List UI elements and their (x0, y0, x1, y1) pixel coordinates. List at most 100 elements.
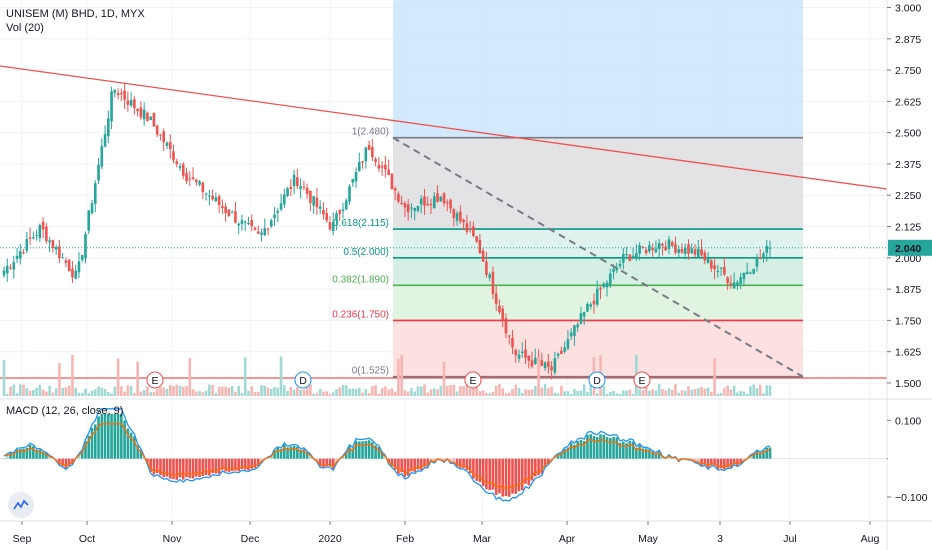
volume-bar (700, 387, 703, 396)
volume-bar (410, 388, 413, 396)
volume-bar (582, 384, 586, 396)
macd-histogram-bar (318, 458, 322, 467)
volume-bar (25, 388, 29, 396)
candle-body (625, 254, 628, 256)
volume-bar (129, 386, 133, 396)
volume-bar (100, 387, 104, 396)
volume-bar (406, 391, 410, 396)
candle-body (172, 151, 175, 161)
candle-body (364, 147, 368, 162)
macd-histogram-bar (253, 458, 257, 469)
volume-bar (12, 384, 16, 396)
candle-body (159, 134, 162, 136)
volume-bar (165, 388, 169, 396)
macd-histogram-bar (217, 458, 221, 474)
candle-body (703, 252, 707, 261)
macd-histogram-bar (25, 447, 29, 459)
volume-bar (706, 387, 710, 396)
candle-body (18, 251, 22, 259)
volume-bar (185, 385, 188, 396)
candle-body (41, 221, 45, 230)
macd-histogram-bar (305, 451, 309, 459)
macd-histogram-bar (501, 458, 505, 497)
volume-bar (442, 361, 446, 396)
candle-body (155, 125, 159, 135)
candle-body (664, 246, 667, 251)
macd-axis: 0.1000.000−0.100 (887, 415, 932, 504)
candle-body (260, 232, 263, 235)
volume-bar (436, 389, 439, 396)
candle-body (732, 282, 736, 289)
macd-histogram-bar (638, 445, 641, 459)
time-axis-label: Nov (163, 533, 182, 545)
macd-indicator-label[interactable]: MACD (12, 26, close, 9) (6, 405, 124, 417)
macd-histogram-bar (188, 458, 192, 479)
macd-histogram-bar (599, 434, 602, 459)
volume-bar (211, 384, 214, 396)
macd-histogram-bar (227, 458, 231, 473)
macd-histogram-bar (175, 458, 179, 480)
volume-bar (5, 393, 9, 396)
volume-bar (710, 391, 713, 396)
macd-histogram-bar (612, 437, 615, 459)
macd-histogram-bar (573, 444, 576, 459)
macd-histogram-bar (208, 458, 211, 476)
candle-body (534, 357, 537, 364)
candle-body (442, 193, 446, 204)
macd-histogram-bar (357, 441, 361, 459)
macd-histogram-bar (768, 447, 772, 459)
volume-bar (520, 392, 524, 396)
macd-histogram-bar (90, 427, 94, 459)
candle-body (93, 183, 97, 204)
macd-histogram-bar (579, 439, 583, 459)
volume-indicator-label[interactable]: Vol (20) (6, 22, 44, 34)
macd-histogram-bar (628, 440, 632, 459)
macd-histogram-bar (77, 454, 81, 459)
macd-histogram-bar (622, 441, 625, 459)
volume-bar (263, 385, 267, 396)
volume-bar (247, 390, 250, 396)
dividend-marker: D (588, 371, 606, 389)
candle-body (520, 351, 524, 353)
candle-body (5, 265, 9, 274)
candle-body (700, 249, 703, 256)
candle-body (279, 203, 283, 210)
macd-histogram-bar (595, 437, 599, 459)
volume-bar (364, 389, 368, 396)
volume-bar (351, 388, 355, 396)
macd-histogram-bar (168, 458, 172, 479)
macd-histogram-bar (12, 453, 16, 459)
volume-bar (488, 393, 491, 396)
tradingview-logo-icon[interactable] (8, 492, 34, 518)
candle-body (335, 213, 338, 221)
candle-body (677, 249, 681, 253)
time-axis-label: Dec (241, 533, 260, 545)
time-axis-label: Sep (13, 533, 32, 545)
candle-body (133, 99, 136, 109)
volume-bar (384, 386, 387, 396)
candle-body (181, 164, 185, 176)
candle-body (58, 246, 61, 259)
macd-histogram-bar (234, 458, 237, 471)
candle-body (2, 270, 6, 276)
candle-body (745, 271, 749, 274)
price-axis-label: 3.000 (895, 3, 921, 15)
event-marker-circle (633, 371, 651, 389)
candle-body (322, 209, 325, 215)
chart-title: UNISEM (M) BHD, 1D, MYX (6, 6, 145, 22)
candle-body (749, 272, 752, 274)
macd-histogram-bar (204, 458, 208, 476)
macd-histogram-bar (713, 458, 716, 466)
candle-body (491, 271, 495, 295)
candle-body (569, 332, 573, 337)
trendline (0, 65, 888, 190)
candle-body (475, 236, 478, 242)
candle-body (178, 166, 182, 168)
symbol-title[interactable]: UNISEM (M) BHD, 1D, MYX (6, 8, 145, 20)
macd-histogram-bar (635, 447, 638, 459)
candle-body (211, 195, 214, 200)
volume-bar (103, 389, 107, 396)
macd-histogram-bar (563, 448, 566, 459)
